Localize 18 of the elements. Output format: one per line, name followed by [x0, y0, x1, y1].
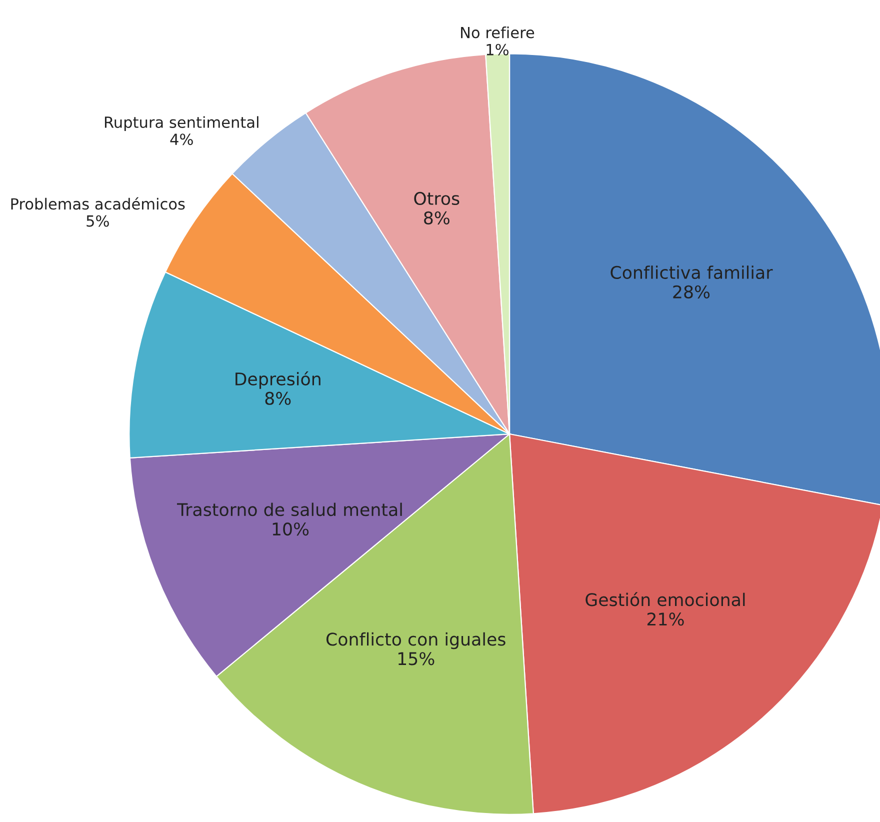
- slice-label: Conflicto con iguales: [326, 632, 506, 650]
- data-label: 4%: [170, 134, 193, 146]
- data-label: 15%: [398, 652, 434, 666]
- slice-label: Otros: [414, 192, 460, 206]
- data-label: 1%: [486, 44, 508, 56]
- slice-label: Gestión emocional: [586, 592, 745, 606]
- data-label: 10%: [272, 522, 309, 536]
- slice-label: Depresión: [236, 371, 320, 389]
- slice-label: No refiere: [461, 26, 534, 38]
- data-label: 8%: [265, 392, 291, 405]
- slice-label: Ruptura sentimental: [104, 116, 258, 131]
- data-label: 28%: [673, 285, 710, 298]
- data-label: 21%: [647, 612, 684, 626]
- slice-label: Conflictiva familiar: [610, 266, 773, 280]
- data-label: 8%: [424, 211, 450, 224]
- data-label: 5%: [86, 215, 109, 227]
- slice-label: Problemas académicos: [11, 197, 185, 210]
- slice-label: Trastorno de salud mental: [176, 502, 402, 516]
